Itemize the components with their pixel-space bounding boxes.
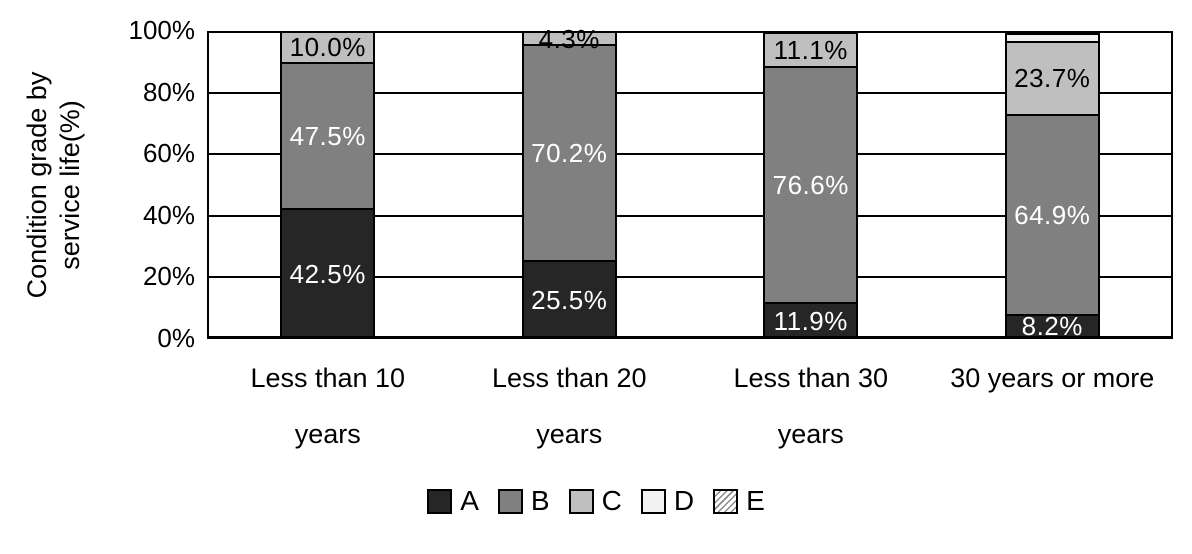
legend-label-c: C: [601, 485, 622, 516]
x-category-label-2-line-1: Less than 20: [491, 363, 647, 393]
legend-swatch-e: [713, 488, 739, 514]
legend-swatch-d: [640, 488, 666, 514]
y-axis-title-line2: service life(%): [55, 100, 85, 270]
x-category-label-2-line-2: years: [536, 419, 603, 449]
stacked-bar-3: 11.9% 76.6% 11.1%: [763, 31, 859, 339]
legend-label-a: A: [460, 485, 479, 516]
y-tick-40: 40%: [142, 199, 195, 230]
data-label-c-bar-1: 10.0%: [289, 32, 366, 63]
legend-item-d: D: [640, 485, 695, 516]
segment-a-bar-1: 42.5%: [280, 208, 376, 339]
segment-c-bar-4: 23.7%: [1004, 40, 1100, 116]
legend: A B C D E: [0, 487, 1192, 515]
legend-swatch-a: [427, 488, 453, 514]
legend-label-e: E: [746, 485, 765, 516]
segment-a-bar-4: 8.2%: [1004, 311, 1100, 342]
legend-label-b: B: [530, 485, 550, 516]
y-tick-80: 80%: [142, 76, 195, 107]
legend-item-a: A: [427, 487, 479, 515]
data-label-b-bar-3: 76.6%: [772, 170, 849, 201]
y-axis-title-line1: Condition grade by: [22, 71, 52, 299]
stacked-bar-2: 25.5% 70.2% 4.3%: [521, 26, 617, 339]
plot-right-border: [1171, 31, 1173, 339]
legend-item-c: C: [568, 485, 622, 516]
stacked-bar-1: 42.5% 47.5% 10.0%: [280, 31, 376, 339]
y-tick-60: 60%: [142, 138, 195, 169]
gridline-80pct: [207, 91, 1173, 94]
gridline-20pct: [207, 276, 1173, 279]
data-label-b-bar-2: 70.2%: [531, 138, 608, 169]
segment-b-bar-3: 76.6%: [763, 66, 859, 305]
x-category-label-1-line-1: Less than 10: [250, 363, 406, 393]
gridline-40pct: [207, 214, 1173, 217]
legend-item-b: B: [497, 485, 550, 516]
legend-label-d: D: [673, 485, 695, 516]
legend-item-e: E: [713, 487, 765, 515]
data-label-a-bar-3: 11.9%: [773, 305, 848, 336]
gridline-60pct: [207, 153, 1173, 156]
plot-left-border: [207, 31, 209, 339]
segment-b-bar-4: 64.9%: [1004, 113, 1100, 316]
data-label-a-bar-4: 8.2%: [1021, 311, 1083, 342]
plot-area: 42.5% 47.5% 10.0% 25.5% 70.2% 4.3% 11.9% 76.6% 1…: [207, 26, 1173, 342]
y-tick-20: 20%: [142, 261, 195, 292]
x-category-label-3-line-2: years: [777, 419, 844, 449]
stacked-bar-4: 8.2% 64.9% 23.7%: [1004, 31, 1100, 342]
segment-d-bar-4: [1004, 32, 1100, 43]
data-label-c-bar-3: 11.1%: [773, 35, 848, 66]
x-axis-line: [207, 336, 1173, 339]
data-label-c-bar-2: 4.3%: [538, 23, 600, 54]
data-label-a-bar-2: 25.5%: [531, 284, 608, 315]
gridline-100pct: [207, 31, 1173, 33]
segment-a-bar-2: 25.5%: [521, 260, 617, 339]
segment-c-bar-3: 11.1%: [763, 32, 859, 69]
legend-swatch-c: [568, 488, 594, 514]
data-label-a-bar-1: 42.5%: [289, 258, 366, 289]
data-label-b-bar-1: 47.5%: [289, 120, 366, 151]
data-label-b-bar-4: 64.9%: [1014, 199, 1091, 230]
segment-c-bar-1: 10.0%: [280, 31, 376, 64]
segment-c-bar-2: 4.3%: [521, 26, 617, 52]
data-label-c-bar-4: 23.7%: [1014, 63, 1091, 94]
y-tick-100: 100%: [128, 15, 196, 45]
x-category-label-1-line-2: years: [294, 419, 361, 449]
segment-a-bar-3: 11.9%: [763, 302, 859, 339]
x-category-label-4-line-1: 30 years or more: [950, 363, 1155, 393]
segment-b-bar-1: 47.5%: [280, 61, 376, 211]
legend-swatch-b: [497, 488, 523, 514]
x-category-label-3-line-1: Less than 30: [733, 363, 889, 393]
y-tick-0: 0%: [157, 323, 195, 353]
y-axis-title: Condition grade by service life(%): [21, 0, 87, 395]
segment-b-bar-2: 70.2%: [521, 44, 617, 263]
